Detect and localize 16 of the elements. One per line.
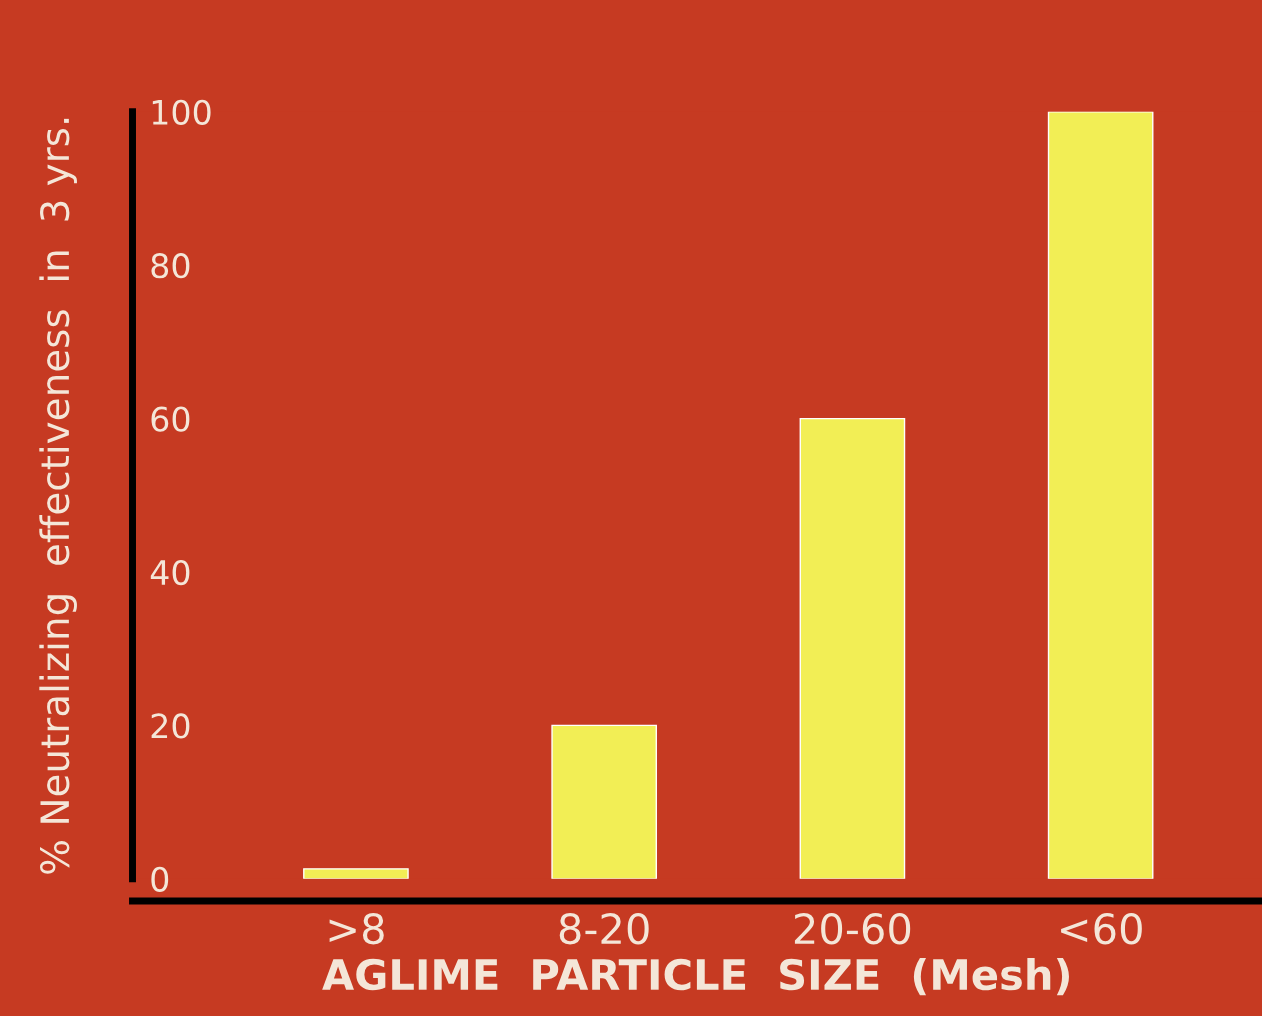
y-tick-label: 60: [151, 406, 190, 432]
bar: [551, 724, 657, 879]
y-axis-title: % Neutralizing effectiveness in 3 yrs.: [39, 118, 77, 874]
bar: [1047, 111, 1154, 879]
bar: [303, 868, 409, 879]
x-tick-label: >8: [329, 912, 384, 945]
y-tick-label: 80: [151, 253, 190, 279]
y-tick-label: 20: [151, 713, 190, 739]
y-tick-label: 0: [151, 866, 169, 892]
bar: [799, 417, 906, 879]
x-tick-label: <60: [1061, 912, 1142, 945]
y-tick-label: 40: [150, 559, 190, 586]
x-tick-label: 8-20: [559, 912, 649, 945]
x-tick-label: 20-60: [794, 912, 911, 945]
x-axis-title: AGLIME PARTICLE SIZE (Mesh): [322, 958, 1069, 996]
y-tick-label: 100: [152, 99, 211, 125]
